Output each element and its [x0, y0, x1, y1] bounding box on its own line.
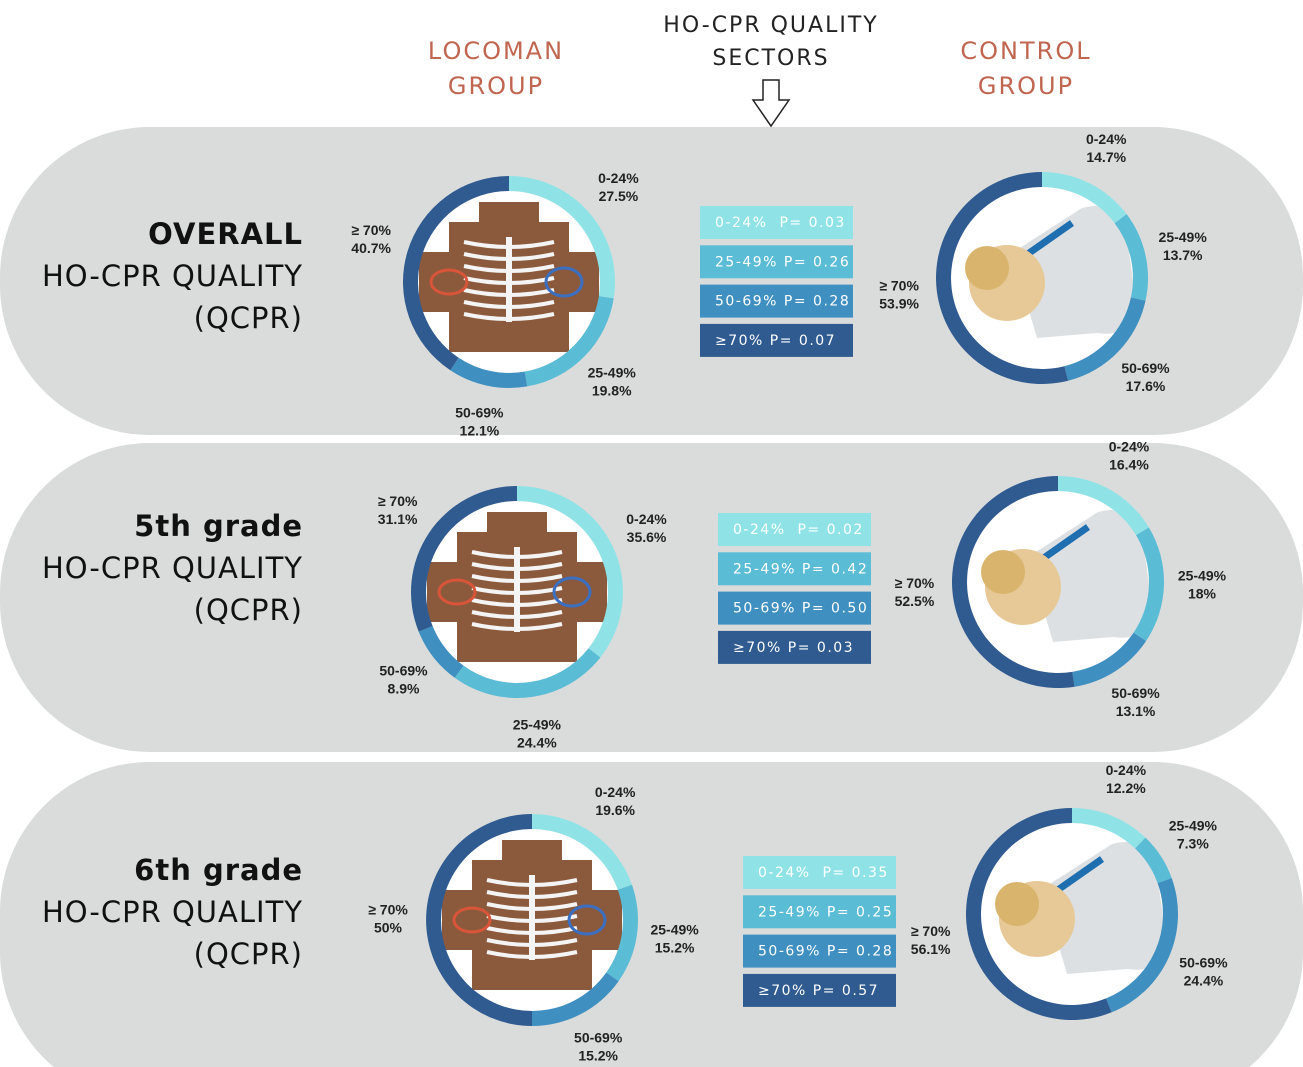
segment-value: 17.6% — [1126, 378, 1166, 394]
p-value: 25-49% P= 0.26 — [715, 254, 850, 270]
segment-label: ≥ 70% — [351, 222, 391, 238]
segment-value: 53.9% — [879, 296, 919, 312]
hair — [981, 550, 1025, 594]
segment-label: ≥ 70% — [911, 923, 951, 939]
segment-value: 52.5% — [895, 593, 935, 609]
segment-value: 19.6% — [595, 802, 635, 818]
header: GROUP — [978, 72, 1074, 100]
p-value: 0-24% P= 0.03 — [715, 215, 846, 231]
segment-value: 24.4% — [517, 734, 557, 750]
segment-label: 25-49% — [650, 922, 699, 938]
header: GROUP — [448, 72, 544, 100]
segment-label: ≥ 70% — [879, 278, 919, 294]
segment-value: 27.5% — [599, 188, 639, 204]
segment-value: 35.6% — [627, 529, 667, 545]
segment-label: 25-49% — [513, 716, 562, 732]
p-value: 50-69% P= 0.28 — [715, 294, 850, 310]
segment-value: 50% — [374, 920, 403, 936]
p-value: 50-69% P= 0.50 — [733, 601, 868, 617]
segment-value: 40.7% — [351, 240, 391, 256]
row-subtitle: (QCPR) — [194, 593, 303, 627]
segment-value: 16.4% — [1109, 456, 1149, 472]
segment-label: 25-49% — [1178, 567, 1227, 583]
header: SECTORS — [712, 46, 829, 71]
hair — [995, 882, 1039, 926]
p-value: 25-49% P= 0.25 — [758, 904, 893, 920]
p-value: ≥70% P= 0.57 — [758, 983, 879, 999]
p-value: 0-24% P= 0.02 — [733, 522, 864, 538]
segment-value: 12.2% — [1106, 780, 1146, 796]
segment-value: 18% — [1188, 585, 1217, 601]
p-value: 50-69% P= 0.28 — [758, 944, 893, 960]
segment-label: 0-24% — [626, 511, 667, 527]
segment-value: 15.2% — [578, 1048, 618, 1064]
row-subtitle: (QCPR) — [194, 301, 303, 335]
row-subtitle: HO-CPR QUALITY — [42, 895, 303, 929]
segment-value: 56.1% — [911, 941, 951, 957]
segment-value: 13.7% — [1163, 247, 1203, 263]
hair — [965, 246, 1009, 290]
segment-label: 50-69% — [455, 405, 504, 421]
segment-label: 50-69% — [1121, 360, 1170, 376]
segment-label: 25-49% — [1169, 817, 1218, 833]
p-value: ≥70% P= 0.03 — [733, 640, 854, 656]
row-subtitle: (QCPR) — [194, 937, 303, 971]
segment-label: 50-69% — [1111, 685, 1160, 701]
row-subtitle: HO-CPR QUALITY — [42, 551, 303, 585]
segment-label: ≥ 70% — [895, 575, 935, 591]
segment-label: 25-49% — [588, 365, 637, 381]
header: HO-CPR QUALITY — [663, 13, 878, 38]
segment-label: ≥ 70% — [368, 902, 408, 918]
p-value: 0-24% P= 0.35 — [758, 865, 889, 881]
segment-label: 50-69% — [574, 1030, 623, 1046]
row-title: 5th grade — [134, 509, 303, 543]
segment-value: 24.4% — [1184, 973, 1224, 989]
segment-label: 50-69% — [1179, 955, 1228, 971]
segment-label: 25-49% — [1159, 229, 1208, 245]
header: CONTROL — [960, 37, 1091, 65]
segment-label: 0-24% — [1106, 762, 1147, 778]
segment-label: 0-24% — [1109, 438, 1150, 454]
segment-value: 7.3% — [1177, 835, 1209, 851]
row-title: 6th grade — [134, 853, 303, 887]
segment-value: 8.9% — [388, 680, 420, 696]
p-value: 25-49% P= 0.42 — [733, 561, 868, 577]
segment-label: 0-24% — [1086, 131, 1127, 147]
infographic: LOCOMAN GROUP HO-CPR QUALITY SECTORS CON… — [0, 0, 1303, 1067]
row-title: OVERALL — [148, 217, 303, 251]
segment-value: 13.1% — [1116, 703, 1156, 719]
segment-label: 0-24% — [598, 170, 639, 186]
header: LOCOMAN — [428, 37, 564, 65]
arrow — [753, 80, 789, 126]
p-value: ≥70% P= 0.07 — [715, 333, 836, 349]
segment-value: 19.8% — [592, 383, 632, 399]
segment-value: 12.1% — [460, 423, 500, 439]
segment-value: 15.2% — [655, 940, 695, 956]
segment-label: ≥ 70% — [378, 493, 418, 509]
segment-value: 14.7% — [1086, 149, 1126, 165]
segment-value: 31.1% — [378, 511, 418, 527]
row-subtitle: HO-CPR QUALITY — [42, 259, 303, 293]
segment-label: 0-24% — [595, 784, 636, 800]
segment-label: 50-69% — [379, 662, 428, 678]
